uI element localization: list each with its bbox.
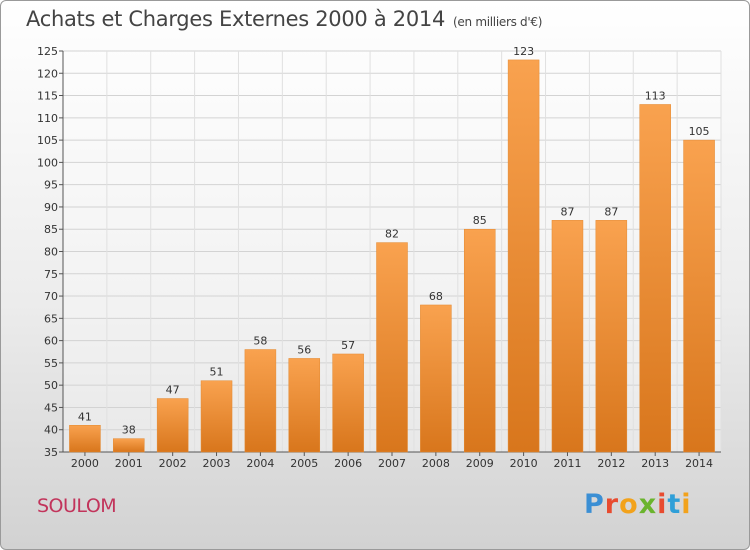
logo-letter: r (604, 489, 620, 520)
data-label: 87 (604, 205, 618, 218)
x-tick-label: 2001 (115, 457, 143, 470)
bar-2003 (200, 380, 233, 453)
proxiti-logo: Proxiti (584, 489, 692, 520)
y-tick-label: 50 (44, 379, 58, 392)
y-tick-label: 95 (44, 179, 58, 192)
bar-2002 (156, 398, 189, 453)
y-tick-label: 125 (37, 45, 58, 58)
x-tick-label: 2009 (466, 457, 494, 470)
data-label: 82 (385, 228, 399, 241)
bar-2005 (288, 358, 321, 453)
y-tick-label: 65 (44, 312, 58, 325)
logo-letter: i (681, 489, 692, 520)
data-label: 57 (341, 339, 355, 352)
y-tick-label: 70 (44, 290, 58, 303)
x-tick-label: 2014 (685, 457, 713, 470)
y-tick-label: 45 (44, 401, 58, 414)
x-tick-label: 2004 (246, 457, 274, 470)
x-tick-label: 2013 (641, 457, 669, 470)
data-label: 58 (253, 335, 267, 348)
y-tick-label: 80 (44, 246, 58, 259)
bar-2013 (639, 104, 671, 453)
data-label: 113 (645, 89, 666, 102)
data-label: 87 (560, 205, 574, 218)
bar-2010 (507, 59, 540, 453)
y-tick-label: 120 (37, 67, 58, 80)
bars (69, 59, 715, 453)
bar-2006 (332, 353, 364, 453)
bar-2014 (683, 139, 715, 453)
bar-2012 (595, 220, 628, 453)
x-tick-label: 2012 (597, 457, 625, 470)
bar-2008 (420, 304, 452, 453)
chart-title: Achats et Charges Externes 2000 à 2014 (e… (26, 7, 542, 31)
data-label: 123 (513, 45, 534, 58)
logo-letter: P (584, 489, 605, 520)
x-tick-label: 2010 (510, 457, 538, 470)
y-tick-label: 75 (44, 268, 58, 281)
bar-2000 (69, 425, 101, 453)
chart-unit: (en milliers d'€) (453, 15, 543, 29)
bar-2009 (463, 228, 496, 453)
x-tick-label: 2000 (71, 457, 99, 470)
x-tick-label: 2003 (203, 457, 231, 470)
y-tick-label: 35 (44, 446, 58, 459)
chart-title-text: Achats et Charges Externes 2000 à 2014 (26, 7, 446, 31)
data-label: 51 (210, 366, 224, 379)
x-tick-label: 2005 (290, 457, 318, 470)
y-tick-label: 100 (37, 156, 58, 169)
commune-name: SOULOM (37, 495, 117, 517)
data-label: 85 (473, 214, 487, 227)
x-tick-label: 2006 (334, 457, 362, 470)
y-tick-label: 110 (37, 112, 58, 125)
logo-letter: o (619, 489, 639, 520)
data-label: 41 (78, 410, 92, 423)
y-tick-label: 115 (37, 90, 58, 103)
logo-letter: t (667, 489, 682, 520)
y-tick-label: 55 (44, 357, 58, 370)
y-tick-label: 85 (44, 223, 58, 236)
data-label: 38 (122, 424, 136, 437)
data-label: 105 (689, 125, 710, 138)
y-tick-label: 40 (44, 424, 58, 437)
data-label: 56 (297, 343, 311, 356)
data-label: 47 (166, 384, 180, 397)
x-tick-label: 2011 (553, 457, 581, 470)
logo-letter: x (638, 489, 658, 520)
logo-letter: i (657, 489, 668, 520)
y-tick-label: 105 (37, 134, 58, 147)
bar-2004 (244, 349, 277, 453)
y-tick-label: 60 (44, 335, 58, 348)
data-label: 68 (429, 290, 443, 303)
x-tick-label: 2008 (422, 457, 450, 470)
bar-2001 (113, 438, 145, 453)
x-tick-label: 2007 (378, 457, 406, 470)
y-tick-label: 90 (44, 201, 58, 214)
data-labels: 41 38 47 51 58 56 57 82 68 85 123 87 87 113 105 (78, 45, 710, 437)
x-tick-label: 2002 (159, 457, 187, 470)
bar-2007 (376, 242, 408, 453)
bar-2011 (551, 220, 584, 453)
